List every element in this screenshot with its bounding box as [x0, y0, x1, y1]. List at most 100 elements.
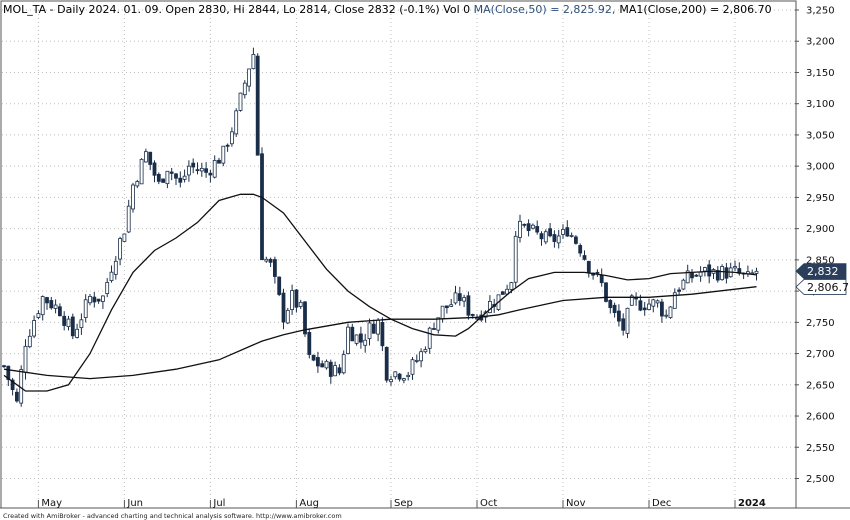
candle: [36, 310, 41, 320]
candle: [419, 348, 424, 368]
price-markers: 2,832 2,806.7: [795, 263, 849, 295]
candle: [204, 162, 209, 178]
candle: [350, 323, 355, 342]
candle: [561, 224, 565, 239]
candle: [341, 350, 346, 375]
candle: [161, 178, 166, 183]
candle: [83, 294, 88, 323]
candle: [199, 162, 204, 177]
x-tick-label: Nov: [566, 498, 586, 509]
candle: [539, 231, 544, 246]
candle: [457, 286, 462, 306]
candle: [397, 372, 402, 382]
candle: [401, 377, 406, 384]
candle: [324, 359, 329, 370]
candle: [720, 264, 724, 281]
chart-symbol: MOL_TA: [3, 3, 47, 16]
candle: [139, 158, 144, 185]
y-tick-label: 2,550: [806, 443, 835, 454]
candle: [285, 307, 290, 325]
candle: [406, 371, 411, 381]
x-tick-label: Oct: [480, 498, 497, 509]
candle: [664, 309, 669, 319]
x-tick-label: Dec: [652, 498, 671, 509]
ma200-line: [3, 286, 757, 380]
y-tick-label: 2,600: [806, 412, 835, 423]
candle: [294, 288, 299, 313]
candle: [681, 278, 686, 291]
candle: [423, 346, 428, 354]
candle: [371, 319, 376, 334]
candle: [225, 143, 230, 152]
candle: [40, 295, 45, 321]
y-tick-label: 2,750: [806, 318, 835, 329]
candle: [685, 264, 690, 284]
candle: [290, 284, 295, 315]
candle: [715, 266, 720, 283]
y-tick-label: 3,100: [806, 99, 835, 110]
candle: [711, 268, 716, 279]
candle: [393, 371, 398, 380]
candle: [449, 299, 454, 308]
price-marker-label: 2,832: [807, 265, 839, 278]
candle: [88, 294, 92, 306]
candle: [23, 339, 28, 380]
candle: [746, 265, 750, 277]
candle: [242, 80, 247, 99]
price-marker: 2,806.7: [795, 279, 849, 295]
candle: [264, 256, 269, 263]
candle: [354, 334, 359, 346]
candle: [217, 157, 221, 164]
candle: [195, 162, 200, 175]
candle: [260, 147, 264, 261]
candle: [169, 167, 174, 181]
chart-grid: [2, 9, 795, 508]
candle: [333, 361, 338, 377]
candle: [53, 299, 58, 314]
candle: [229, 127, 234, 147]
y-tick-label: 3,150: [806, 68, 835, 79]
candle: [548, 223, 552, 238]
candle: [328, 359, 333, 384]
candle: [113, 256, 118, 280]
candle: [629, 293, 634, 306]
candle: [380, 317, 385, 352]
candle: [543, 229, 548, 245]
candle: [694, 273, 699, 277]
candle: [582, 250, 587, 261]
candle: [247, 68, 252, 92]
candle: [126, 199, 131, 234]
candle: [311, 354, 316, 362]
y-tick-label: 2,500: [806, 474, 835, 485]
candle: [574, 235, 578, 245]
candle: [595, 269, 600, 277]
candle: [384, 346, 389, 383]
candle: [92, 291, 97, 308]
y-tick-label: 2,850: [806, 255, 835, 266]
candle: [617, 304, 621, 327]
candle: [462, 294, 467, 308]
candle: [728, 262, 733, 278]
ma50-line: [3, 193, 757, 392]
chart-info: - Daily 2024. 01. 09. Open 2830, Hi 2844…: [46, 3, 473, 16]
candle: [27, 329, 32, 349]
candle: [513, 230, 518, 288]
candle: [191, 158, 196, 174]
candle: [621, 313, 626, 336]
candle: [148, 151, 153, 171]
candle: [174, 172, 178, 185]
ma200-label: MA1(Close,200) = 2,806.70: [619, 3, 771, 16]
candle: [363, 333, 368, 353]
candle: [96, 298, 101, 304]
candle: [733, 260, 737, 272]
candle: [234, 108, 239, 137]
candle: [238, 92, 243, 112]
candle: [436, 317, 441, 334]
candle: [298, 299, 303, 310]
y-tick-label: 3,200: [806, 37, 835, 48]
candle: [565, 220, 570, 237]
price-marker-label: 2,806.7: [807, 281, 849, 294]
candle: [212, 155, 217, 179]
candle: [186, 160, 191, 182]
